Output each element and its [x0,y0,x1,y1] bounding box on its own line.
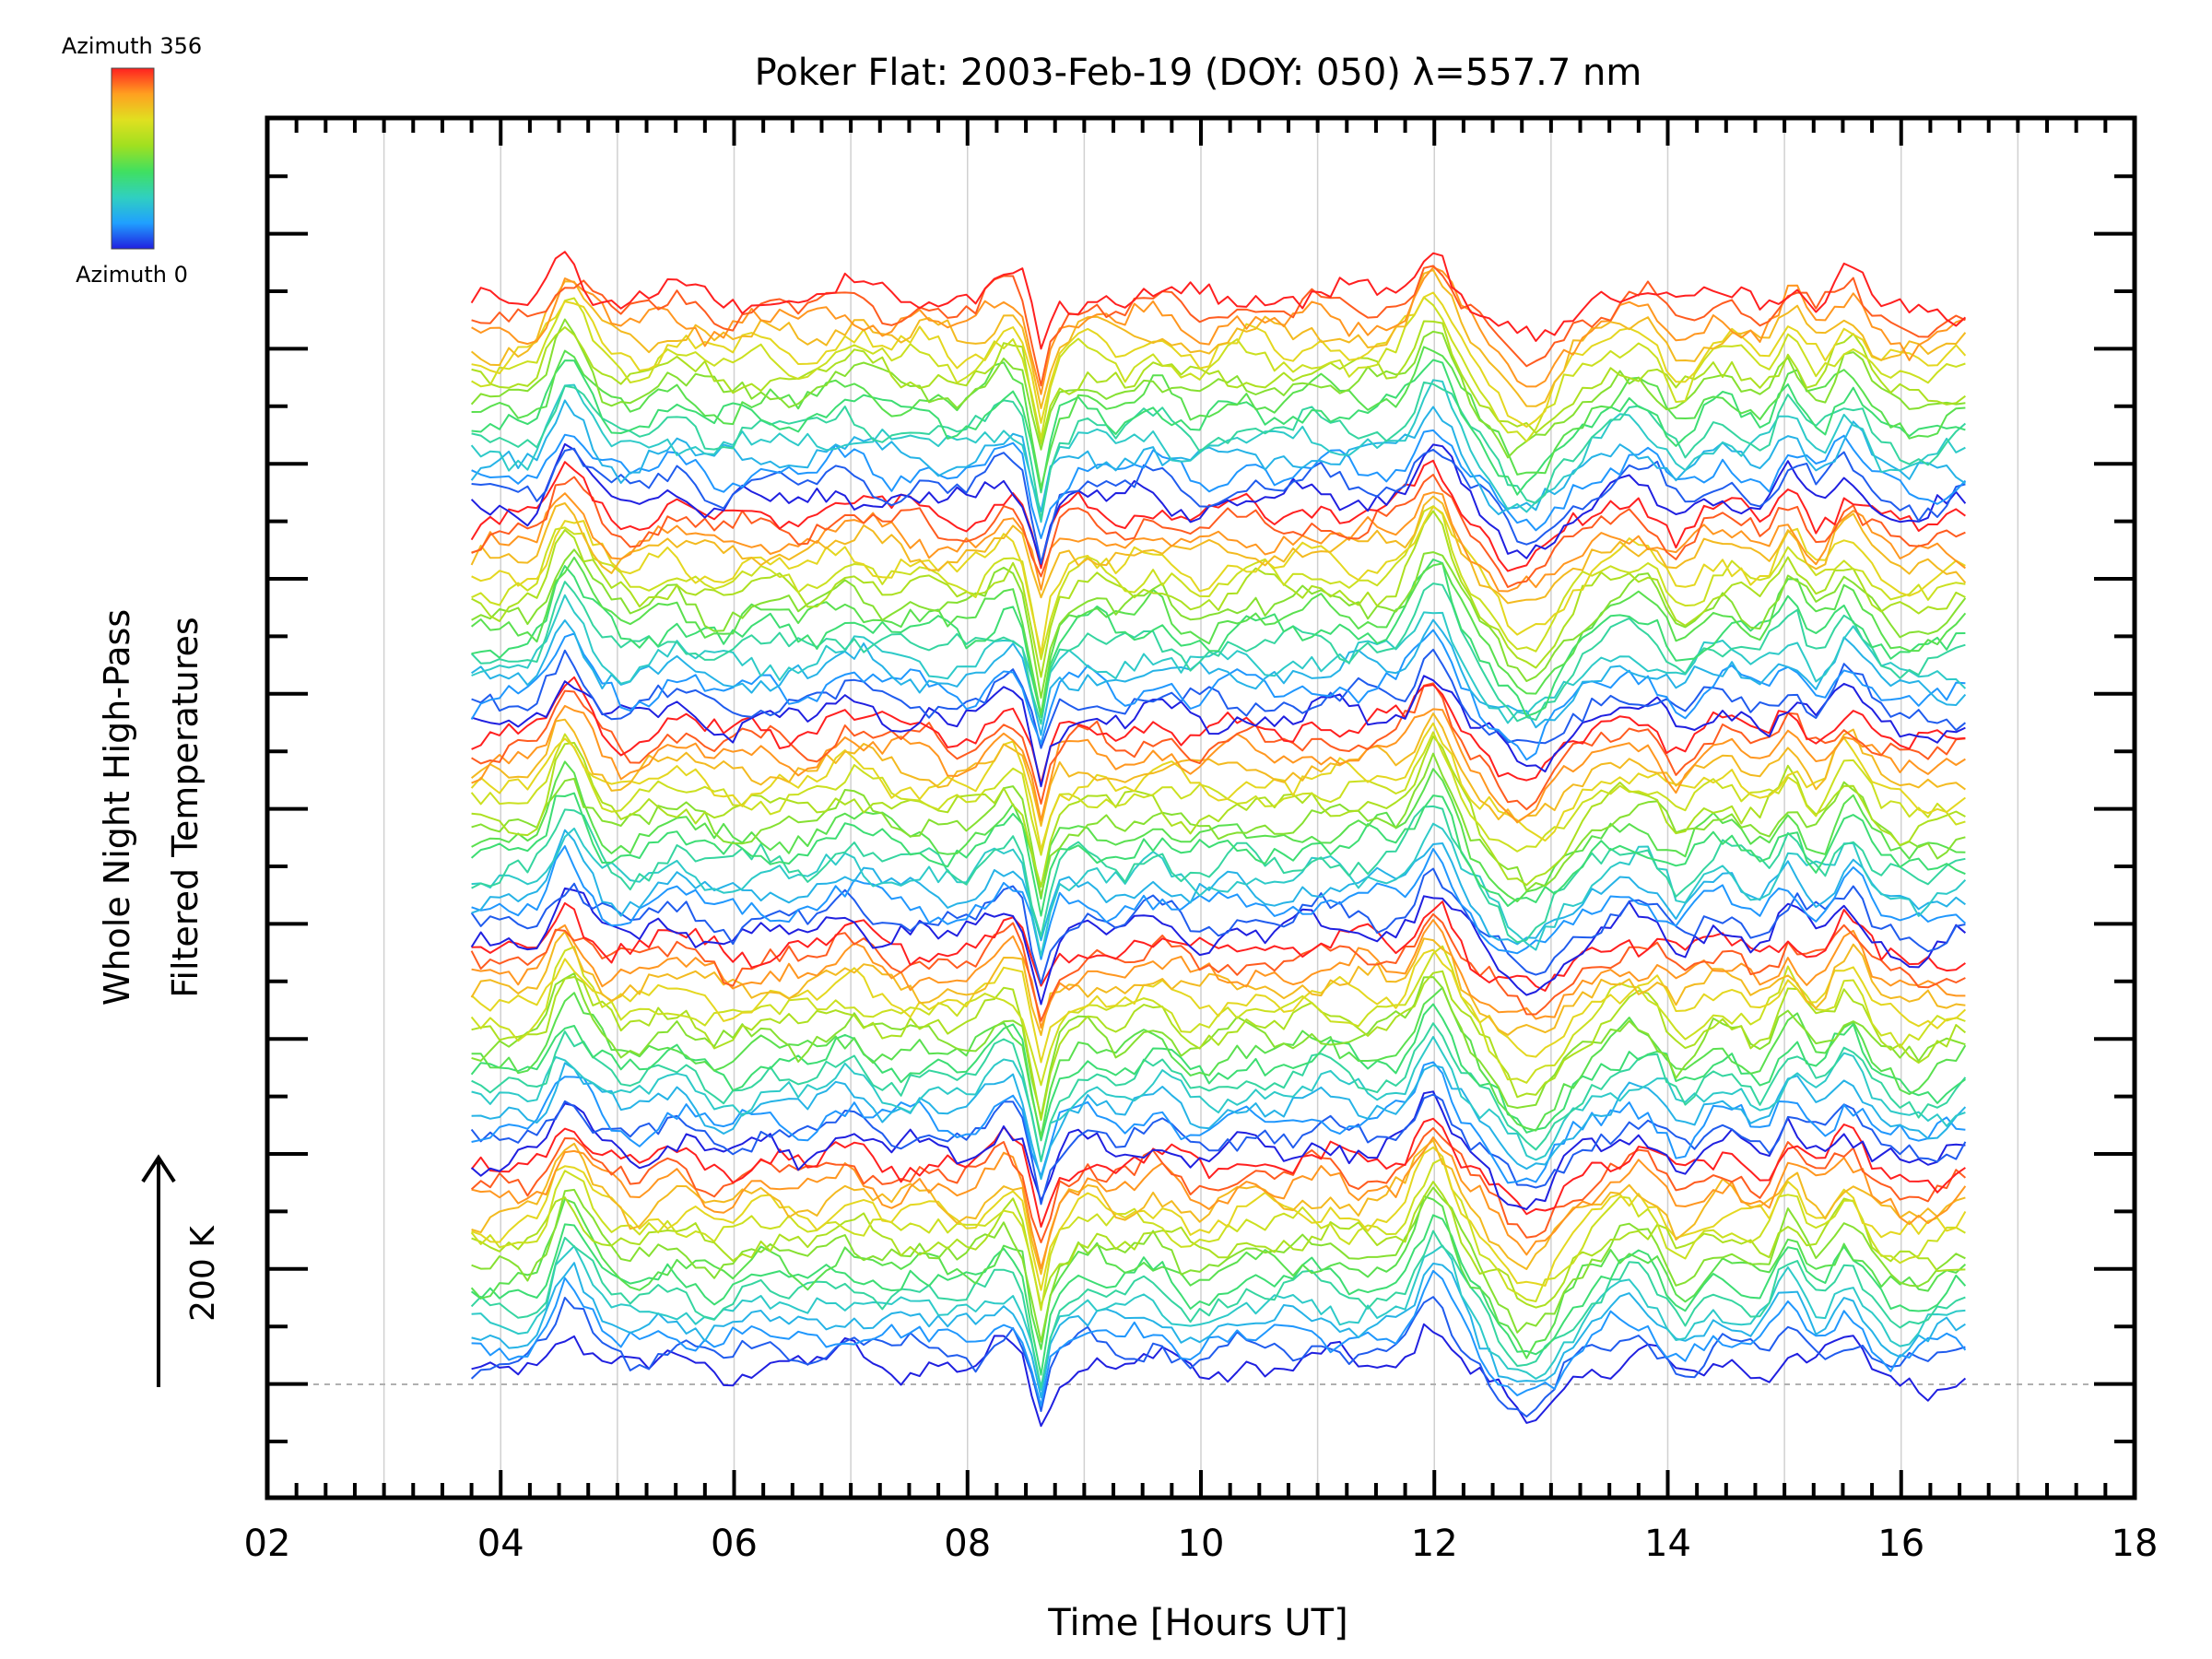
series-line [471,1061,1966,1184]
series-line [471,900,1966,992]
series-line [470,722,1967,851]
series-line [471,1262,1966,1399]
series-line [471,648,1967,749]
series-line [471,735,1966,888]
series-line [471,265,1966,387]
series-line [470,867,1966,985]
x-tick-label: 08 [944,1523,991,1565]
series-line [471,1181,1966,1309]
series-line [471,381,1967,521]
series-line [471,559,1966,719]
series-line [470,379,1966,524]
series-line [471,760,1966,902]
colorbar-top-label: Azimuth 356 [62,33,202,59]
series-line [471,1139,1966,1276]
series-line [470,581,1966,725]
scale-label: 200 K [184,1225,222,1322]
series-line [470,887,1967,1006]
y-axis-label-line1: Whole Night High-Pass [97,609,137,1006]
series-line [470,1214,1967,1376]
series-line [471,676,1966,785]
series-line [470,792,1966,917]
x-tick-label: 16 [1877,1523,1924,1565]
y-axis-label-line2: Filtered Temperatures [165,617,206,997]
x-tick-label: 10 [1178,1523,1225,1565]
series-line [471,1062,1967,1181]
series-line [471,972,1966,1118]
series-line [471,618,1967,736]
series-line [471,704,1966,823]
series-line [471,320,1967,445]
x-axis-label: Time [Hours UT] [1047,1602,1347,1644]
series-group [470,251,1967,1428]
series-line [471,822,1967,958]
series-line [471,505,1966,661]
series-line [471,474,1966,588]
series-line [471,986,1967,1138]
series-line [471,970,1967,1122]
series-line [471,548,1967,700]
series-line [470,1158,1966,1312]
series-line [471,1186,1966,1343]
series-line [471,675,1966,788]
series-line [470,1230,1966,1389]
colorbar-gradient [111,67,155,250]
series-line [471,805,1966,944]
series-line [470,629,1966,761]
series-line [470,1127,1967,1243]
series-line [471,1269,1967,1407]
series-line [471,829,1966,946]
series-line [470,1090,1966,1211]
series-line [471,752,1966,898]
series-line [470,318,1966,459]
series-line [470,1117,1966,1228]
series-line [470,712,1966,827]
series-line [471,491,1967,593]
x-tick-labels: 02 04 06 08 10 12 14 16 18 [244,1523,2159,1565]
series-line [470,1296,1966,1418]
x-tick-label: 02 [244,1523,291,1565]
series-line [470,1093,1967,1206]
series-line [471,505,1966,654]
series-line [471,1136,1967,1270]
series-line [471,510,1966,678]
series-line [471,1323,1967,1428]
series-line [470,459,1966,572]
series-line [471,1036,1966,1162]
series-line [470,556,1967,715]
scale-indicator: 200 K [141,1154,222,1387]
series-line [471,1022,1967,1163]
chart-title: Poker Flat: 2003-Feb-19 (DOY: 050) λ=557… [755,52,1642,94]
colorbar: Azimuth 356 Azimuth 0 [62,33,202,288]
series-line [470,731,1966,856]
series-line [471,346,1966,489]
series-line [471,1146,1967,1291]
scale-arrow-head [141,1154,176,1183]
series-line [470,442,1967,565]
series-line [470,930,1966,1037]
colorbar-bottom-label: Azimuth 0 [76,262,188,288]
series-line [470,269,1967,409]
series-line [470,912,1966,1022]
axis-ticks [265,118,2136,1498]
series-line [471,447,1966,564]
series-line [470,495,1967,605]
x-tick-label: 14 [1644,1523,1691,1565]
series-line [471,429,1967,539]
series-line [471,845,1967,960]
x-tick-label: 18 [2112,1523,2159,1565]
x-tick-label: 12 [1411,1523,1458,1565]
series-line [470,948,1967,1064]
series-line [470,251,1967,350]
x-tick-label: 06 [711,1523,758,1565]
series-line [471,682,1966,811]
x-tick-label: 04 [477,1523,524,1565]
series-line [471,594,1967,724]
series-line [471,266,1966,395]
series-line [471,296,1966,442]
series-line [470,1003,1966,1142]
